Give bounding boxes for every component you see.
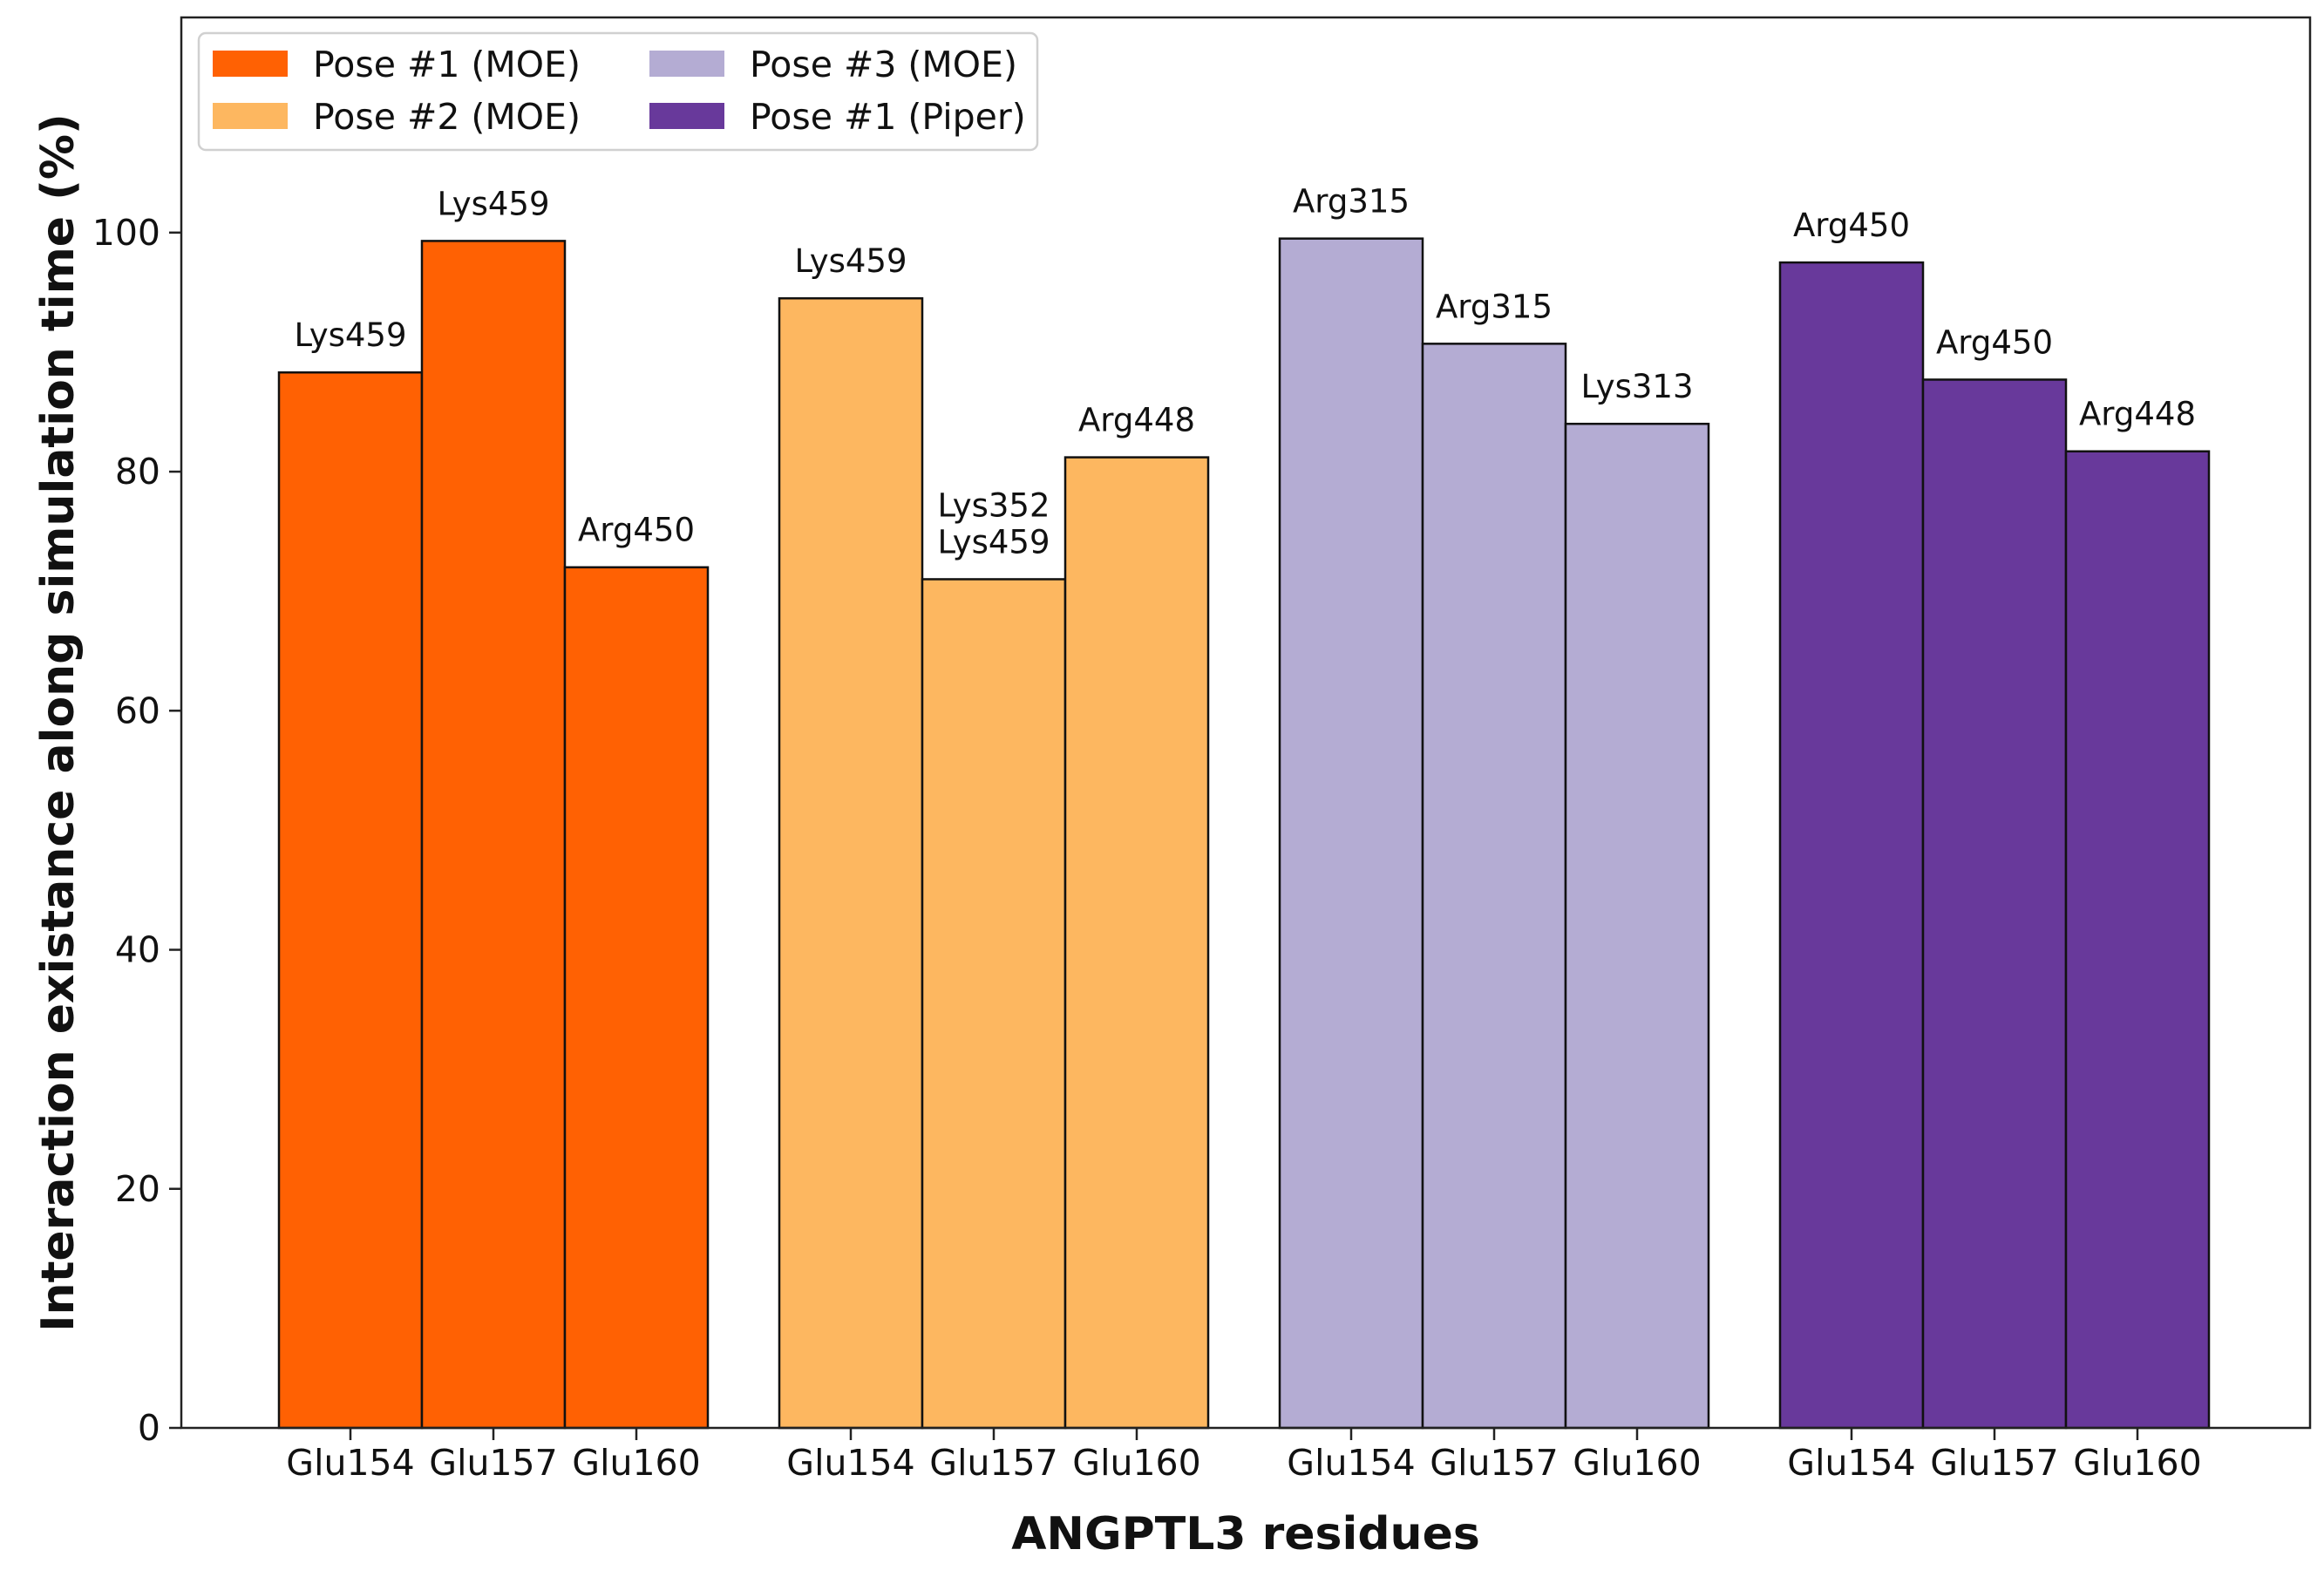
bar: [2064, 450, 2211, 1430]
x-tick-label: Glu160: [1072, 1442, 1200, 1484]
bar-data-label: Arg450: [578, 512, 695, 549]
legend: Pose #1 (MOE) Pose #2 (MOE) Pose #3 (MOE) P…: [197, 31, 1039, 152]
bar: [1278, 237, 1424, 1430]
y-axis-title: Interaction existance along simulation t…: [32, 113, 85, 1332]
bar-data-label: Arg315: [1436, 288, 1553, 325]
y-tick-label: 40: [115, 929, 160, 971]
x-axis-title: ANGPTL3 residues: [1011, 1508, 1480, 1560]
bar: [1564, 422, 1710, 1430]
legend-swatch: [213, 103, 288, 129]
bar-labels-layer: Lys459Lys459Arg450Lys459Lys352Lys459Arg4…: [294, 183, 2196, 561]
x-tick-label: Glu154: [786, 1442, 914, 1484]
bar: [778, 296, 924, 1430]
x-tick-label: Glu154: [286, 1442, 414, 1484]
bar: [1778, 261, 1925, 1430]
bar-data-label: Arg450: [1793, 207, 1910, 244]
legend-label: Pose #3 (MOE): [750, 44, 1017, 85]
y-tick-label: 0: [138, 1407, 160, 1449]
x-tick-label: Glu160: [2073, 1442, 2201, 1484]
bar: [921, 578, 1067, 1430]
legend-swatch: [213, 51, 288, 77]
bar-data-label: Arg448: [2079, 396, 2196, 433]
x-tick-label: Glu157: [429, 1442, 557, 1484]
axes-layer: 0 20 40 60 80 100 Glu154 Glu157 Glu160 Glu154 Glu1…: [92, 212, 2202, 1484]
bar-data-label: Arg315: [1293, 183, 1410, 221]
legend-box: [197, 31, 1039, 152]
bar-data-label: Arg450: [1936, 323, 2053, 361]
legend-label: Pose #1 (Piper): [750, 96, 1026, 138]
bar-data-label: Lys313: [1580, 368, 1693, 405]
bar: [1421, 343, 1567, 1430]
x-tick-label: Glu154: [1787, 1442, 1915, 1484]
plot-frame: [180, 16, 2312, 1430]
y-tick-label: 80: [115, 451, 160, 493]
bar-data-label: Arg448: [1078, 402, 1195, 439]
bar-data-label: Lys459: [294, 316, 406, 354]
bar-data-label: Lys459: [437, 185, 549, 222]
x-tick-label: Glu157: [929, 1442, 1057, 1484]
x-tick-label: Glu154: [1287, 1442, 1415, 1484]
legend-label: Pose #2 (MOE): [313, 96, 581, 138]
bar: [563, 566, 710, 1430]
bar: [277, 370, 424, 1430]
bar-data-label: Lys459: [794, 242, 907, 280]
x-tick-label: Glu160: [1573, 1442, 1701, 1484]
legend-swatch: [649, 103, 724, 129]
bar: [420, 240, 567, 1430]
x-tick-label: Glu157: [1430, 1442, 1558, 1484]
y-tick-label: 60: [115, 690, 160, 731]
y-tick-label: 20: [115, 1168, 160, 1210]
bar-data-label: Lys459: [937, 523, 1050, 561]
x-tick-label: Glu160: [572, 1442, 700, 1484]
y-tick-label: 100: [92, 212, 160, 254]
x-tick-label: Glu157: [1930, 1442, 2058, 1484]
bar: [1063, 456, 1210, 1430]
bar: [1921, 378, 2068, 1430]
legend-label: Pose #1 (MOE): [313, 44, 581, 85]
bars-layer: [277, 237, 2211, 1430]
legend-swatch: [649, 51, 724, 77]
bar-data-label: Lys352: [937, 486, 1050, 524]
